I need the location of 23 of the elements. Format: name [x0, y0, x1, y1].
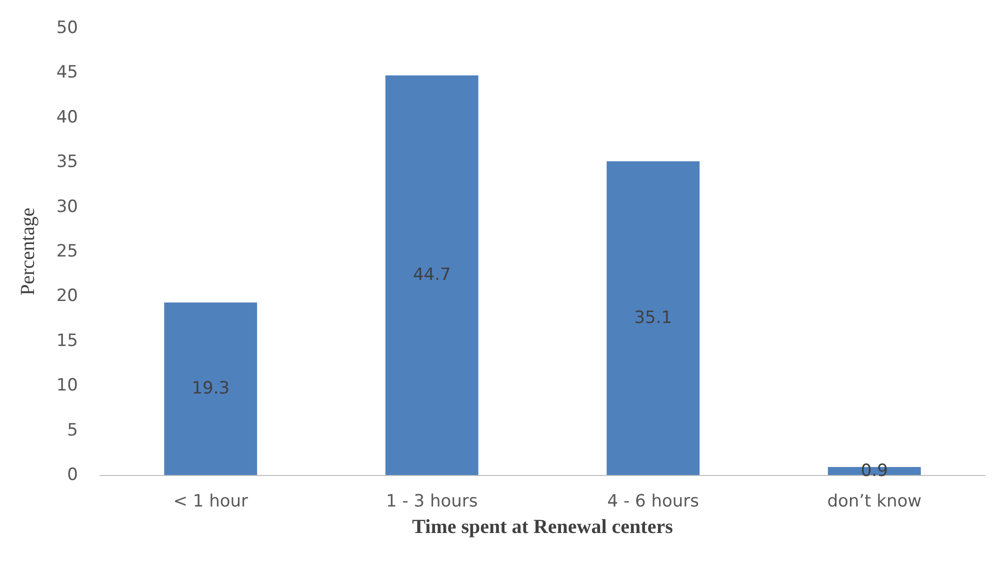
x-tick-label: don’t know [827, 492, 922, 512]
x-tick-label: 1 - 3 hours [386, 492, 478, 512]
y-tick-label: 30 [56, 196, 78, 217]
y-axis-title: Percentage [17, 208, 39, 296]
y-tick-label: 15 [56, 330, 78, 351]
x-tick-label: < 1 hour [173, 492, 248, 512]
bar [385, 75, 478, 475]
y-tick-label: 25 [56, 242, 78, 262]
y-tick-label: 40 [56, 107, 78, 128]
x-tick-label: 4 - 6 hours [607, 492, 700, 512]
data-label: 44.7 [412, 265, 451, 286]
bar [606, 161, 700, 475]
bar [164, 302, 258, 475]
data-label: 19.3 [192, 378, 230, 399]
y-tick-label: 50 [56, 18, 78, 38]
y-tick-label: 10 [56, 376, 78, 396]
y-tick-label: 0 [67, 465, 78, 485]
y-tick-label: 5 [67, 420, 78, 440]
data-label: 35.1 [634, 308, 672, 328]
y-tick-label: 35 [56, 152, 78, 172]
y-tick-label: 20 [56, 286, 78, 306]
y-tick-label: 45 [56, 62, 78, 83]
x-axis-title: Time spent at Renewal centers [412, 516, 674, 538]
